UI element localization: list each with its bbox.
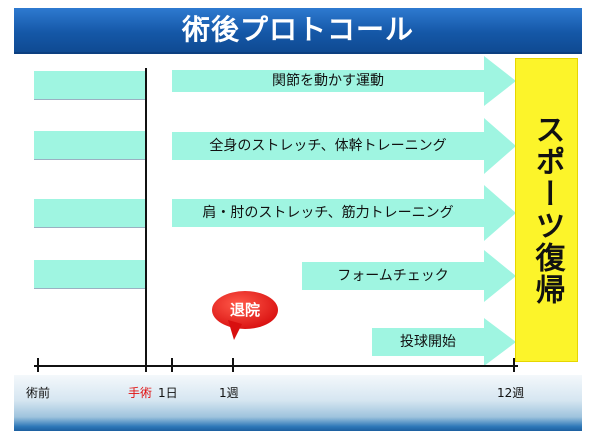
timeline-label-week12: 12週 (497, 386, 525, 400)
protocol-arrow-label-3: 肩・肘のストレッチ、筋力トレーニング (202, 205, 454, 221)
pre-surgery-bar-4 (34, 260, 145, 288)
protocol-arrow-2 (172, 118, 516, 174)
timeline-tick (37, 358, 39, 372)
protocol-arrow-1 (172, 56, 516, 106)
discharge-label: 退院 (229, 301, 260, 319)
timeline-label-pre-op: 術前 (26, 386, 51, 400)
footer-band (14, 375, 582, 431)
protocol-arrow-label-5: 投球開始 (400, 334, 456, 350)
page-title: 術後プロトコール (181, 13, 414, 46)
pre-surgery-bar-1 (34, 71, 145, 99)
sports-return-label: スポーツ復帰 (529, 114, 565, 306)
protocol-arrow-label-4: フォームチェック (337, 268, 449, 284)
protocol-arrow-4 (302, 250, 516, 302)
timeline-tick (171, 358, 173, 372)
timeline-label-day1: 1日 (158, 386, 178, 400)
surgery-line (145, 68, 147, 364)
discharge-marker (212, 291, 278, 340)
pre-surgery-bar-3 (34, 199, 145, 227)
protocol-arrow-label-2: 全身のストレッチ、体幹トレーニング (209, 138, 447, 154)
timeline-label-week1: 1週 (219, 386, 239, 400)
title-bar: 術後プロトコール (14, 8, 582, 54)
timeline-tick (145, 358, 147, 372)
protocol-arrow-5 (372, 318, 516, 366)
timeline-axis (34, 365, 518, 367)
timeline-tick (513, 358, 515, 372)
timeline-tick (232, 358, 234, 372)
timeline-label-surgery: 手術 (128, 386, 153, 400)
pre-surgery-bar-2 (34, 131, 145, 159)
sports-return-box: スポーツ復帰 (515, 58, 578, 362)
protocol-arrow-3 (172, 185, 516, 241)
protocol-arrow-label-1: 関節を動かす運動 (272, 73, 384, 89)
